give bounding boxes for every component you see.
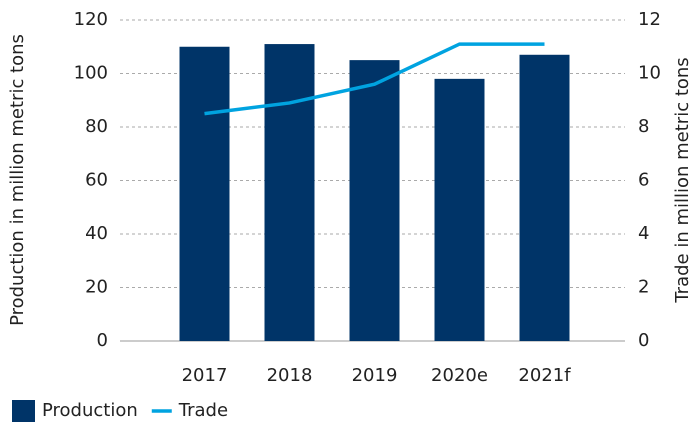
x-tick-label: 2017: [182, 365, 228, 386]
y-tick-label: 20: [85, 277, 108, 298]
legend-label: Production: [42, 400, 138, 421]
y-tick-label: 0: [97, 330, 108, 351]
y2-tick-label: 8: [638, 116, 649, 137]
y-tick-label: 100: [74, 63, 108, 84]
x-tick-label: 2018: [267, 365, 313, 386]
y2-tick-label: 0: [638, 330, 649, 351]
y2-axis-label: Trade in million metric tons: [672, 57, 693, 303]
y2-tick-label: 6: [638, 170, 649, 191]
bar: [434, 78, 485, 341]
trade-line: [204, 42, 545, 116]
bar: [519, 54, 570, 342]
y-axis-label: Production in million metric tons: [7, 34, 28, 326]
y-tick-label: 40: [85, 223, 108, 244]
x-tick-label: 2021f: [518, 365, 571, 386]
y2-tick-label: 4: [638, 223, 649, 244]
bar: [264, 44, 315, 341]
bar: [349, 60, 400, 341]
x-tick-label: 2020e: [431, 365, 488, 386]
y2-tick-label: 2: [638, 277, 649, 298]
y2-tick-label: 12: [638, 9, 661, 30]
bar: [179, 46, 230, 341]
legend-label: Trade: [178, 400, 228, 421]
y-tick-label: 120: [74, 9, 108, 30]
y2-tick-label: 10: [638, 63, 661, 84]
legend-swatch: [12, 400, 35, 422]
x-tick-label: 2019: [352, 365, 398, 386]
y-tick-label: 80: [85, 116, 108, 137]
y-tick-label: 60: [85, 170, 108, 191]
